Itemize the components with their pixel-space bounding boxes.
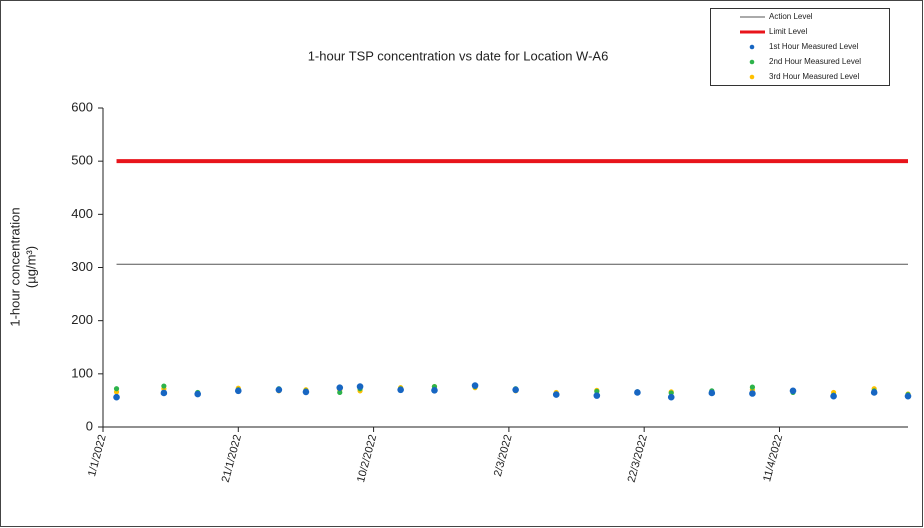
- data-point: [830, 392, 837, 400]
- data-point: [234, 387, 242, 395]
- data-point: [552, 391, 560, 398]
- data-point: [471, 382, 479, 389]
- data-point: [431, 387, 438, 394]
- data-point: [708, 389, 716, 397]
- y-label-line: 1-hour concentration: [7, 207, 22, 326]
- legend-swatch: [749, 59, 755, 65]
- y-tick-label: 300: [71, 259, 93, 274]
- y-tick-label: 400: [71, 206, 93, 221]
- data-point: [512, 386, 519, 394]
- legend-label: 2nd Hour Measured Level: [769, 57, 861, 66]
- data-point: [275, 386, 283, 394]
- data-point: [593, 392, 601, 399]
- y-tick-label: 500: [71, 153, 93, 168]
- legend-label: Limit Level: [769, 27, 807, 36]
- data-point: [904, 392, 912, 400]
- data-point: [337, 389, 343, 396]
- y-tick-label: 600: [71, 99, 93, 114]
- data-point: [397, 386, 404, 394]
- y-label-line: (µg/m³): [23, 246, 38, 288]
- legend-label: Action Level: [769, 12, 813, 21]
- data-point: [634, 389, 641, 396]
- data-point: [870, 389, 878, 396]
- legend-label: 3rd Hour Measured Level: [769, 72, 859, 81]
- legend-label: 1st Hour Measured Level: [769, 42, 859, 51]
- legend-swatch: [749, 44, 755, 50]
- data-point: [667, 393, 675, 401]
- data-point: [161, 383, 167, 389]
- data-point: [302, 388, 310, 396]
- y-axis-title: 1-hour concentration (µg/m³): [7, 207, 38, 326]
- data-point: [113, 386, 120, 392]
- y-tick-label: 100: [71, 365, 93, 380]
- data-point: [194, 390, 202, 398]
- y-tick-label: 200: [71, 312, 93, 327]
- data-point: [113, 393, 120, 401]
- data-point: [789, 387, 797, 395]
- data-point: [356, 383, 364, 390]
- data-point: [749, 390, 756, 397]
- data-point: [336, 384, 344, 391]
- chart-title: 1-hour TSP concentration vs date for Loc…: [308, 48, 609, 63]
- legend-box: [710, 8, 890, 86]
- legend-swatch: [749, 74, 755, 80]
- data-point: [749, 384, 756, 390]
- data-point: [160, 389, 168, 397]
- y-tick-label: 0: [86, 418, 93, 433]
